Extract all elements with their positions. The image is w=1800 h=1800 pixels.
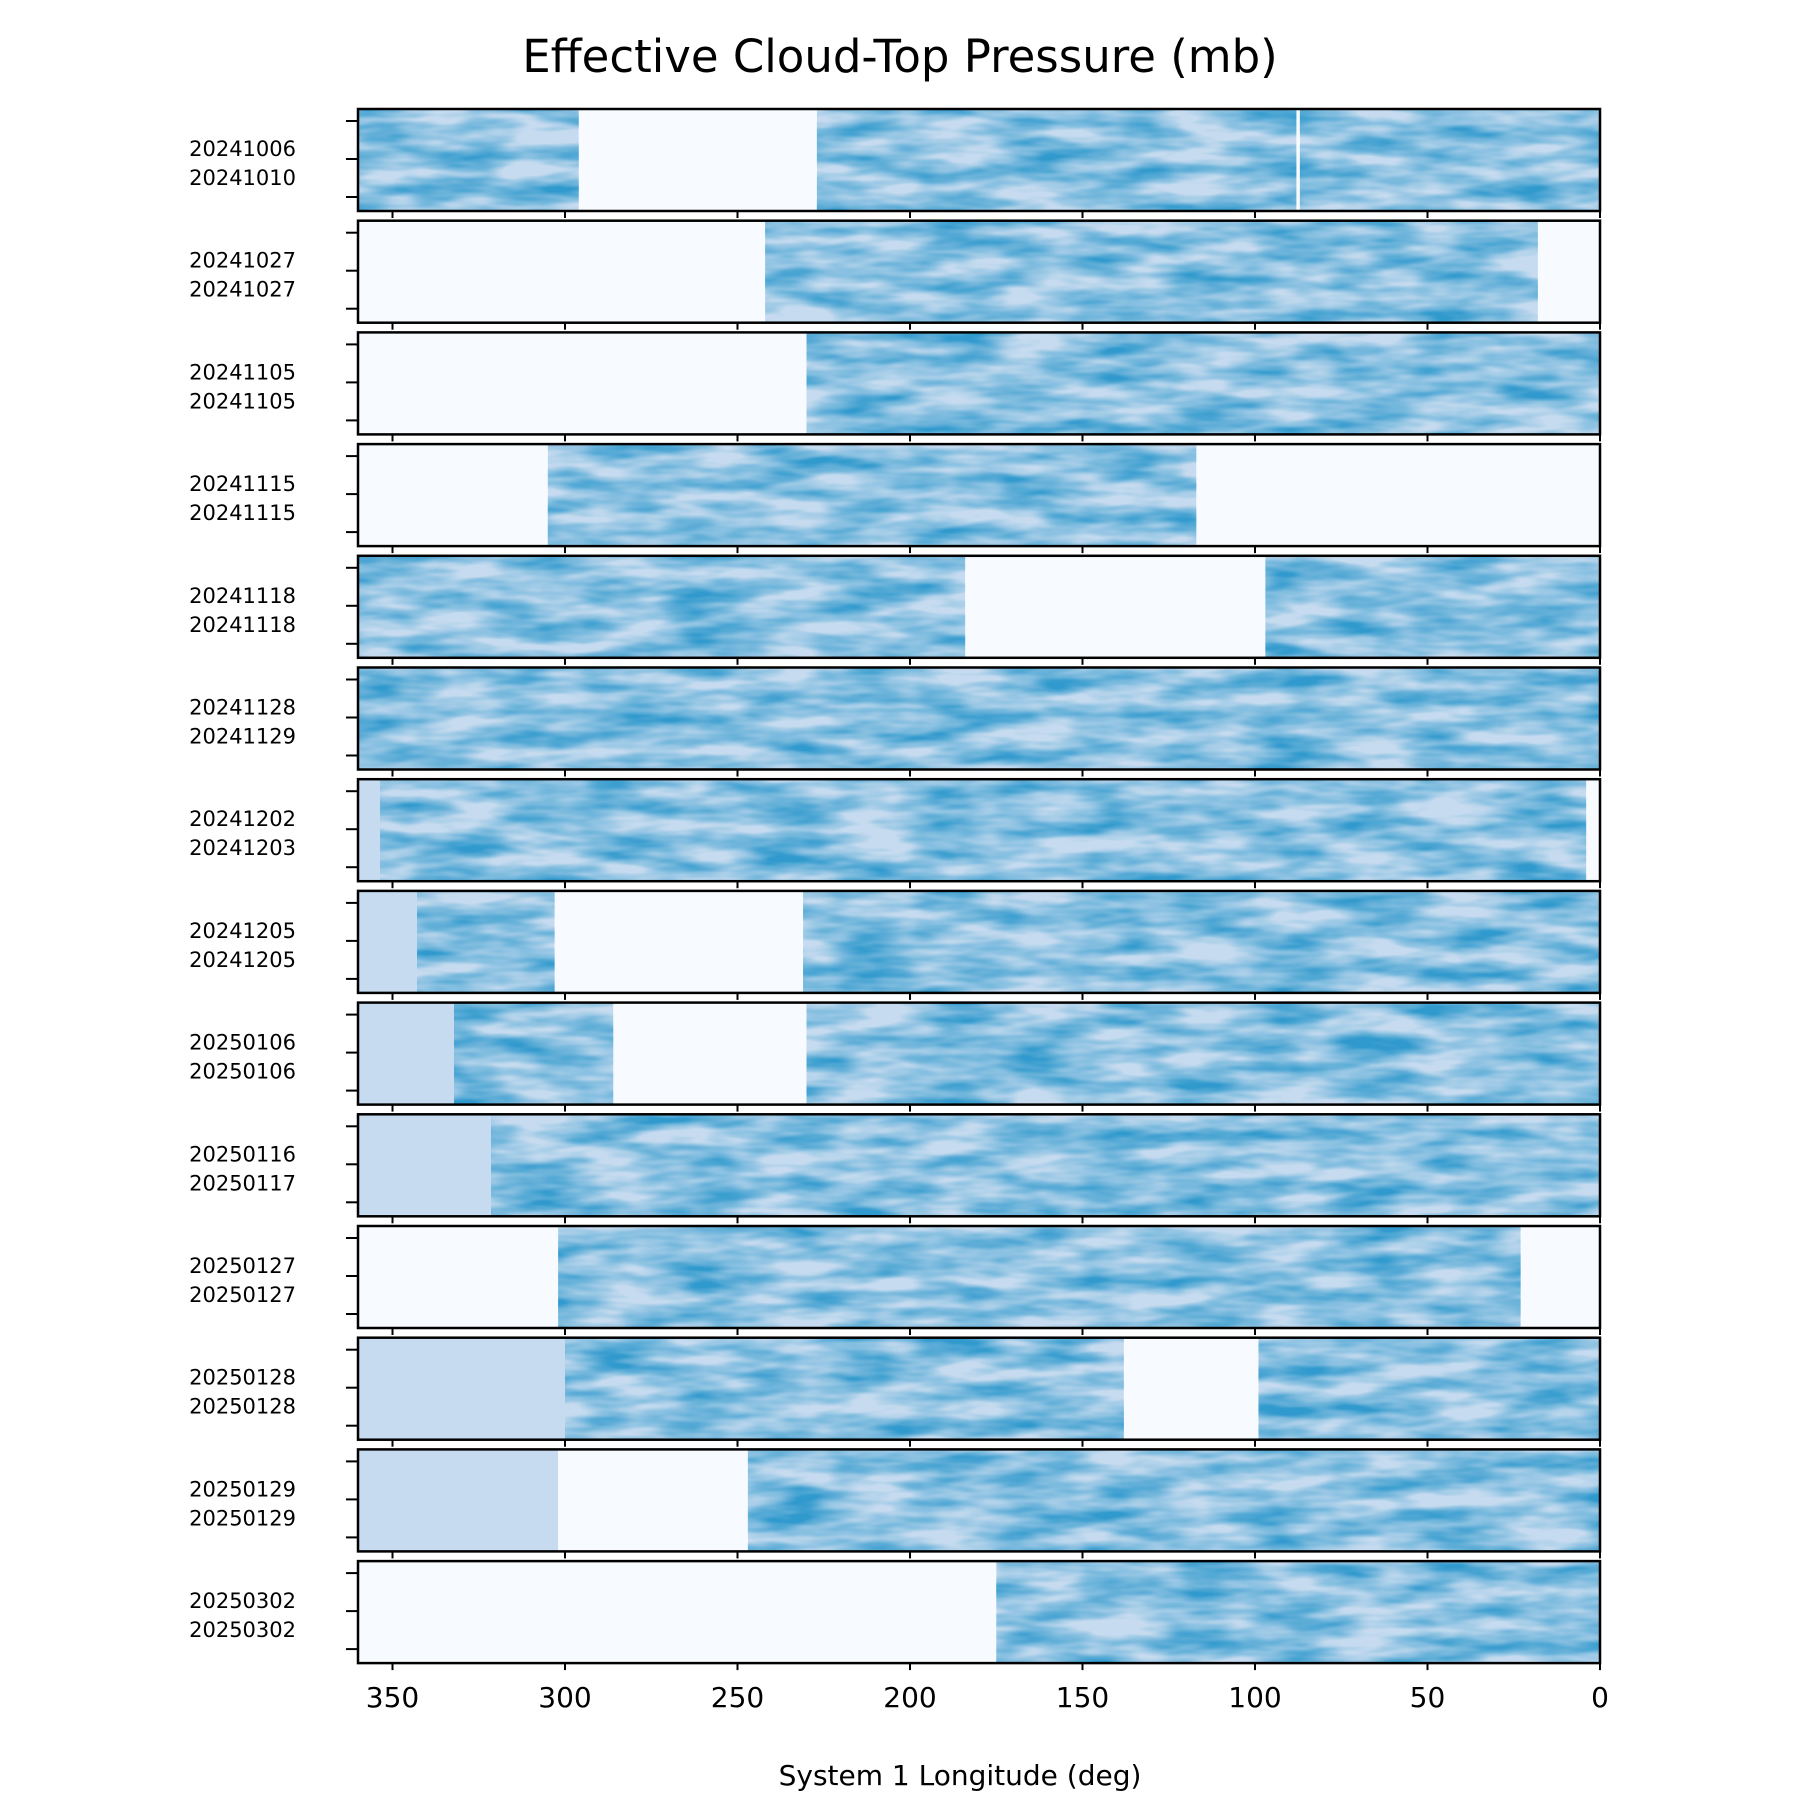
panel-start-date: 20241205: [189, 919, 296, 943]
coverage-segment: [358, 1449, 559, 1552]
coverage-segment: [765, 220, 1538, 323]
coverage-segment: [1265, 555, 1600, 658]
panel-20250302: 20250302 20250302: [189, 1559, 1602, 1671]
panel-20250129: 20250129 20250129: [189, 1448, 1602, 1559]
panel-start-date: 20241105: [189, 360, 296, 384]
coverage-segment: [358, 1337, 1124, 1440]
panel-end-date: 20241010: [189, 166, 296, 190]
x-tick-label: 0: [1591, 1681, 1609, 1714]
x-tick-label: 250: [711, 1681, 764, 1714]
coverage-segment: [996, 1561, 1600, 1664]
panel-start-date: 20241128: [189, 696, 296, 720]
coverage-segment: [358, 667, 1600, 770]
coverage-segment: [558, 1226, 1521, 1328]
panel-end-date: 20241105: [189, 389, 296, 413]
x-axis: 350 300 250 200 150 100 50 0: [366, 1681, 1609, 1714]
coverage-segment: [358, 779, 1587, 882]
panel-start-date: 20250127: [189, 1254, 296, 1278]
x-tick-label: 200: [883, 1681, 936, 1714]
panel-20241027: 20241027 20241027: [189, 219, 1602, 330]
panel-start-date: 20241118: [189, 584, 296, 608]
panel-20250106: 20250106 20250106: [189, 1001, 1602, 1112]
panel-end-date: 20250127: [189, 1283, 296, 1307]
panel-end-date: 20250117: [189, 1171, 296, 1195]
x-tick-label: 100: [1228, 1681, 1281, 1714]
coverage-segment: [1258, 1337, 1600, 1440]
coverage-segment: [806, 1002, 1600, 1105]
panel-20241205: 20241205 20241205: [189, 889, 1602, 1000]
coverage-segment: [358, 555, 966, 658]
x-tick-label: 300: [538, 1681, 591, 1714]
coverage-segment: [358, 1114, 1600, 1217]
coverage-segment: [803, 890, 1600, 993]
panel-end-date: 20250129: [189, 1506, 296, 1530]
panel-20250127: 20250127 20250127: [189, 1224, 1602, 1335]
panel-end-date: 20241129: [189, 725, 296, 749]
panels: 20241006 20241010 20241027 20241027 20241105…: [189, 107, 1602, 1671]
panel-20241118: 20241118 20241118: [189, 554, 1602, 665]
coverage-segment: [1299, 109, 1600, 211]
panel-end-date: 20250302: [189, 1618, 296, 1642]
panel-end-date: 20241027: [189, 278, 296, 302]
coverage-segment: [358, 890, 555, 993]
panel-start-date: 20241027: [189, 249, 296, 273]
panel-start-date: 20250302: [189, 1589, 296, 1613]
panel-start-date: 20250116: [189, 1142, 296, 1166]
panel-end-date: 20241203: [189, 836, 296, 860]
panel-end-date: 20241205: [189, 948, 296, 972]
coverage-segment: [358, 109, 579, 211]
x-tick-label: 50: [1410, 1681, 1446, 1714]
x-axis-label: System 1 Longitude (deg): [779, 1759, 1142, 1792]
panel-start-date: 20250129: [189, 1477, 296, 1501]
panel-end-date: 20250128: [189, 1395, 296, 1419]
x-tick-label: 350: [366, 1681, 419, 1714]
panel-20241128: 20241128 20241129: [189, 666, 1602, 777]
panel-end-date: 20241118: [189, 613, 296, 637]
panel-start-date: 20250106: [189, 1031, 296, 1055]
coverage-segment: [747, 1449, 1600, 1552]
panel-20241115: 20241115 20241115: [189, 442, 1602, 554]
coverage-segment: [816, 109, 1297, 211]
panel-start-date: 20241006: [189, 137, 296, 161]
panel-20241202: 20241202 20241203: [189, 777, 1602, 889]
chart-title: Effective Cloud-Top Pressure (mb): [522, 30, 1278, 83]
panel-20250116: 20250116 20250117: [189, 1113, 1602, 1224]
panel-end-date: 20241115: [189, 501, 296, 525]
panel-start-date: 20250128: [189, 1366, 296, 1390]
coverage-segment: [358, 1002, 614, 1105]
panel-end-date: 20250106: [189, 1060, 296, 1084]
coverage-segment: [806, 332, 1600, 435]
panel-20250128: 20250128 20250128: [189, 1336, 1602, 1447]
panel-start-date: 20241202: [189, 807, 296, 831]
panel-20241006: 20241006 20241010: [189, 107, 1602, 218]
panel-start-date: 20241115: [189, 472, 296, 496]
coverage-segment: [547, 444, 1197, 547]
panel-20241105: 20241105 20241105: [189, 331, 1602, 442]
x-tick-label: 150: [1056, 1681, 1109, 1714]
